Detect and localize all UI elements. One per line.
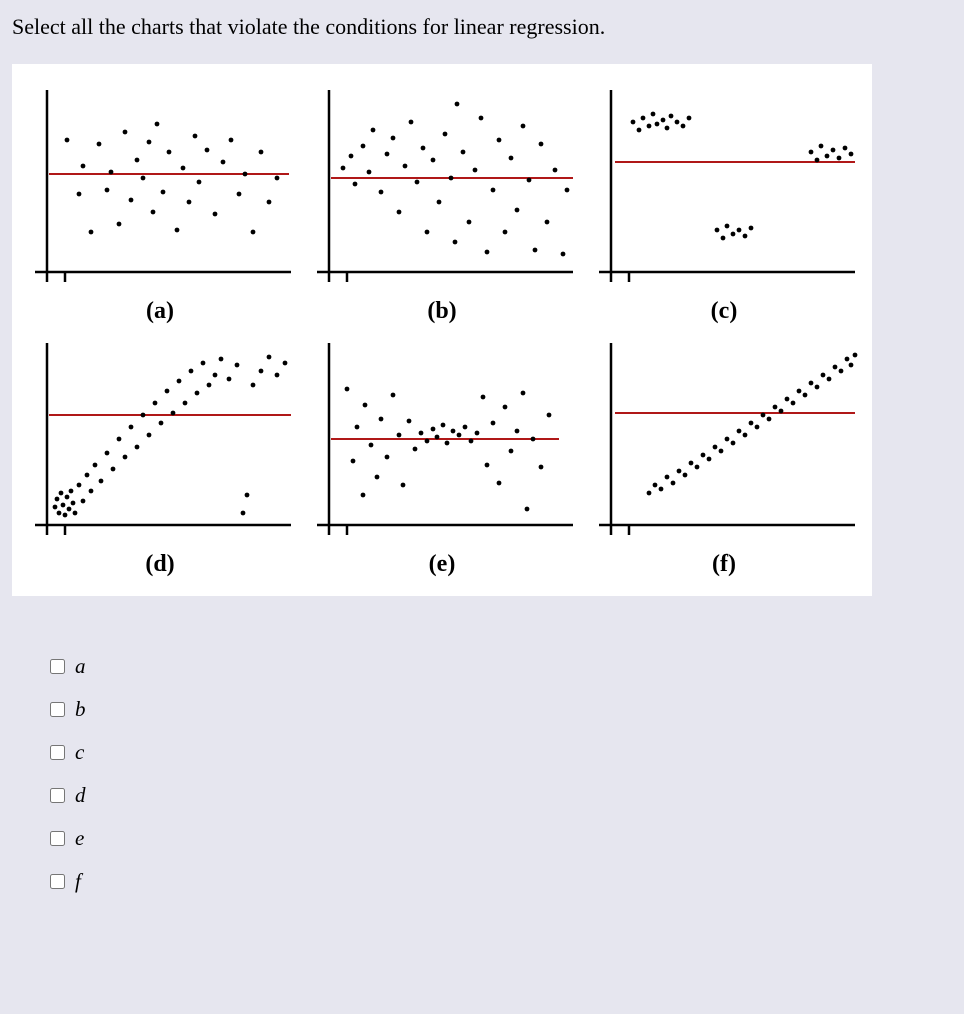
chart-a: (a) [22, 82, 298, 325]
option-label-d: d [75, 785, 86, 806]
charts-panel: (a) (b) (c) (d) (e) (f) [12, 64, 872, 596]
option-checkbox-f[interactable] [50, 874, 65, 889]
chart-a-plot [25, 82, 295, 292]
option-row-e: e [50, 828, 954, 849]
chart-a-label: (a) [146, 298, 174, 325]
chart-e-label: (e) [429, 551, 456, 578]
chart-d: (d) [22, 335, 298, 578]
option-label-e: e [75, 828, 84, 849]
chart-d-plot [25, 335, 295, 545]
chart-c-plot [589, 82, 859, 292]
option-row-b: b [50, 699, 954, 720]
option-row-d: d [50, 785, 954, 806]
option-label-b: b [75, 699, 86, 720]
option-label-c: c [75, 742, 84, 763]
option-row-f: f [50, 871, 954, 892]
chart-c-label: (c) [711, 298, 738, 325]
option-row-c: c [50, 742, 954, 763]
option-checkbox-c[interactable] [50, 745, 65, 760]
option-checkbox-e[interactable] [50, 831, 65, 846]
option-checkbox-b[interactable] [50, 702, 65, 717]
chart-f-label: (f) [712, 551, 736, 578]
chart-f: (f) [586, 335, 862, 578]
question-text: Select all the charts that violate the c… [12, 14, 954, 40]
chart-d-label: (d) [145, 551, 174, 578]
option-checkbox-a[interactable] [50, 659, 65, 674]
chart-b-label: (b) [427, 298, 456, 325]
chart-b-plot [307, 82, 577, 292]
option-checkbox-d[interactable] [50, 788, 65, 803]
option-label-a: a [75, 656, 86, 677]
chart-grid: (a) (b) (c) (d) (e) (f) [22, 82, 862, 578]
chart-e: (e) [304, 335, 580, 578]
page-root: Select all the charts that violate the c… [0, 0, 964, 954]
options-block: a b c d e f [50, 656, 954, 892]
chart-e-plot [307, 335, 577, 545]
option-row-a: a [50, 656, 954, 677]
option-label-f: f [75, 871, 81, 892]
chart-b: (b) [304, 82, 580, 325]
chart-f-plot [589, 335, 859, 545]
chart-c: (c) [586, 82, 862, 325]
